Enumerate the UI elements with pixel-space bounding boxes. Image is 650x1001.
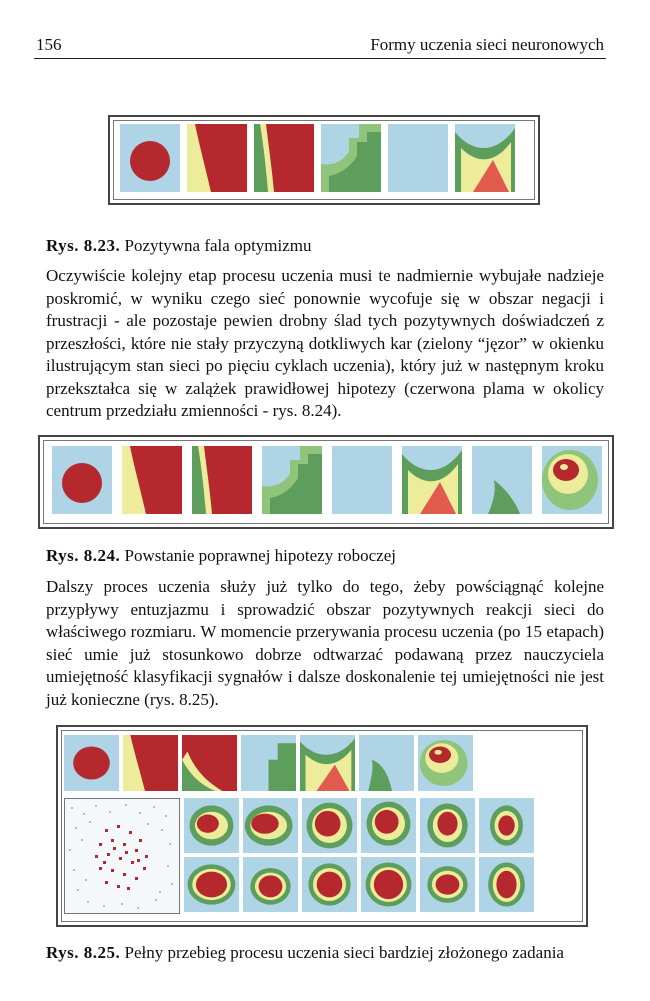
page-number: 156 xyxy=(36,35,62,54)
network-state-tile xyxy=(120,124,180,192)
figure-caption-text: Powstanie poprawnej hipotezy roboczej xyxy=(124,546,396,565)
figure-8-23-tiles xyxy=(120,124,515,192)
training-sample-plot xyxy=(64,798,180,914)
network-state-tile xyxy=(402,446,462,514)
figure-8-25-grid xyxy=(184,798,534,912)
network-state-tile xyxy=(241,735,296,791)
network-state-tile xyxy=(123,735,178,791)
figure-caption: Rys. 8.23. Pozytywna fala optymizmu xyxy=(46,236,312,256)
network-state-tile xyxy=(361,857,416,912)
network-state-tile xyxy=(479,857,534,912)
figure-label: Rys. 8.23. xyxy=(46,236,121,255)
figure-caption-text: Pozytywna fala optymizmu xyxy=(124,236,312,255)
network-state-tile xyxy=(187,124,247,192)
network-state-tile xyxy=(243,798,298,853)
figure-8-25-row-1 xyxy=(64,735,473,791)
network-state-tile xyxy=(182,735,237,791)
paragraph: Oczywiście kolejny etap procesu uczenia … xyxy=(46,266,604,420)
network-state-tile xyxy=(192,446,252,514)
network-state-tile xyxy=(361,798,416,853)
network-state-tile xyxy=(184,798,239,853)
network-state-tile xyxy=(122,446,182,514)
network-state-tile xyxy=(254,124,314,192)
network-state-tile xyxy=(262,446,322,514)
network-state-tile xyxy=(388,124,448,192)
figure-label: Rys. 8.24. xyxy=(46,546,121,565)
network-state-tile xyxy=(420,857,475,912)
paragraph: Dalszy proces uczenia służy już tylko do… xyxy=(46,577,604,709)
network-state-tile xyxy=(359,735,414,791)
figure-label: Rys. 8.25. xyxy=(46,943,121,962)
network-state-tile xyxy=(418,735,473,791)
network-state-tile xyxy=(420,798,475,853)
network-state-tile xyxy=(542,446,602,514)
page-header: 156 Formy uczenia sieci neuronowych xyxy=(34,34,606,59)
network-state-tile xyxy=(184,857,239,912)
running-title: Formy uczenia sieci neuronowych xyxy=(370,35,604,54)
network-state-tile xyxy=(472,446,532,514)
network-state-tile xyxy=(479,798,534,853)
network-state-tile xyxy=(64,735,119,791)
figure-8-24-tiles xyxy=(52,446,602,514)
network-state-tile xyxy=(302,857,357,912)
network-state-tile xyxy=(302,798,357,853)
network-state-tile xyxy=(321,124,381,192)
network-state-tile xyxy=(332,446,392,514)
network-state-tile xyxy=(52,446,112,514)
network-state-tile xyxy=(455,124,515,192)
figure-caption-text: Pełny przebieg procesu uczenia sieci bar… xyxy=(124,943,564,962)
figure-caption: Rys. 8.24. Powstanie poprawnej hipotezy … xyxy=(46,546,396,566)
network-state-tile xyxy=(243,857,298,912)
network-state-tile xyxy=(300,735,355,791)
figure-caption: Rys. 8.25. Pełny przebieg procesu uczeni… xyxy=(46,943,564,963)
training-sample-scatter xyxy=(69,804,173,909)
